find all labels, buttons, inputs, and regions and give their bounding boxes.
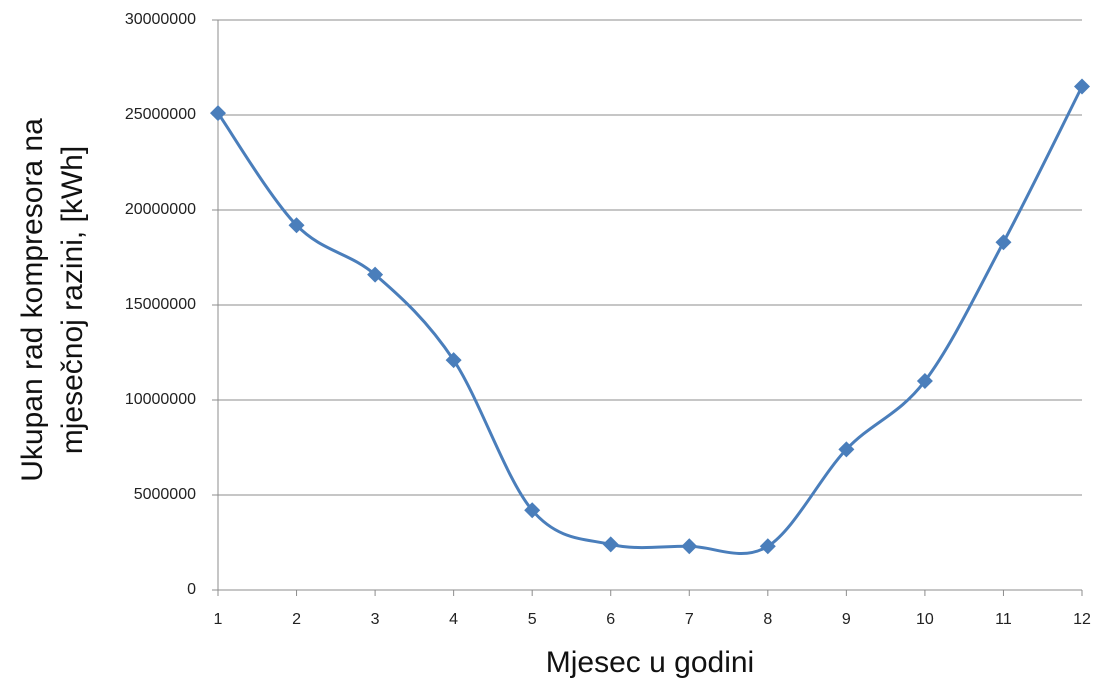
y-tick-label: 30000000 <box>125 11 196 28</box>
marker <box>524 502 541 519</box>
y-tick-label: 10000000 <box>125 391 196 408</box>
x-tick-label: 2 <box>292 611 301 628</box>
data-line <box>216 85 1084 555</box>
marker <box>1074 78 1090 95</box>
y-tick-label: 5000000 <box>134 486 196 503</box>
y-axis-title: mjesečnoj razini, [kWh] <box>56 146 89 454</box>
y-tick-label: 15000000 <box>125 296 196 313</box>
marker <box>288 217 305 234</box>
y-axis-title: Ukupan rad kompresora na <box>16 118 49 482</box>
y-tick-label: 20000000 <box>125 201 196 218</box>
x-axis-title: Mjesec u godini <box>546 646 754 679</box>
x-tick-label: 9 <box>842 611 851 628</box>
x-tick-label: 4 <box>449 611 458 628</box>
x-tick-label: 12 <box>1073 611 1091 628</box>
marker <box>602 536 619 553</box>
marker <box>681 538 698 555</box>
y-tick-label: 0 <box>187 581 196 598</box>
marker <box>445 352 462 369</box>
x-tick-label: 11 <box>995 611 1012 628</box>
x-tick-label: 7 <box>685 611 694 628</box>
x-tick-label: 5 <box>528 611 537 628</box>
x-tick-label: 3 <box>371 611 380 628</box>
marker <box>759 538 776 555</box>
y-tick-label: 25000000 <box>125 106 196 123</box>
marker <box>838 441 855 458</box>
marker <box>210 105 226 122</box>
x-tick-label: 10 <box>916 611 934 628</box>
x-tick-label: 1 <box>214 611 223 628</box>
x-tick-label: 6 <box>606 611 615 628</box>
marker <box>995 234 1012 251</box>
marker <box>916 373 933 389</box>
marker <box>367 266 384 283</box>
x-tick-label: 8 <box>763 611 772 628</box>
